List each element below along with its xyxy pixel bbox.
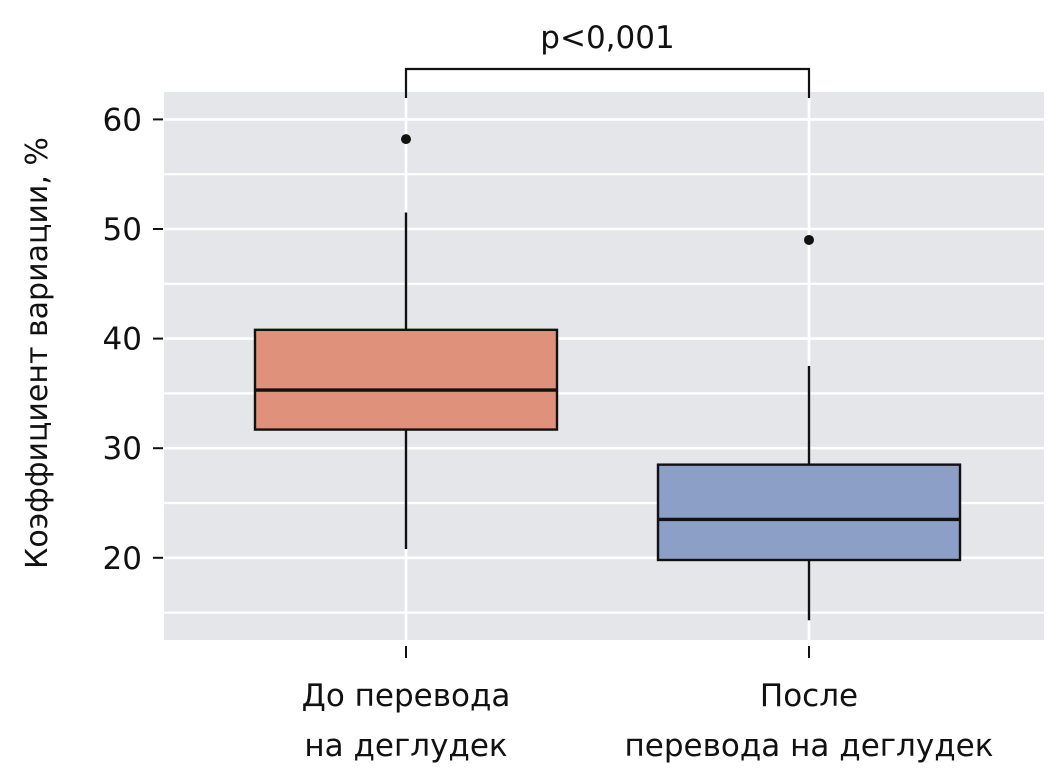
- y-axis: 20 30 40 50 60: [103, 102, 163, 576]
- outlier-point: [804, 235, 814, 245]
- significance-annotation: p<0,001: [406, 20, 809, 98]
- y-tick-label: 30: [103, 431, 142, 467]
- box: [255, 330, 557, 430]
- y-axis-title: Коэффициент вариации, %: [20, 137, 55, 569]
- x-tick-label: на деглудек: [304, 728, 507, 764]
- y-tick-label: 60: [103, 102, 142, 138]
- x-tick-label: перевода на деглудек: [625, 728, 994, 764]
- x-tick-label: До перевода: [302, 678, 511, 714]
- box: [658, 465, 960, 560]
- p-value-label: p<0,001: [540, 20, 674, 56]
- y-tick-label: 20: [103, 541, 142, 577]
- y-tick-label: 40: [103, 322, 142, 358]
- y-tick-label: 50: [103, 212, 142, 248]
- x-tick-label: После: [760, 678, 858, 714]
- outlier-point: [401, 134, 411, 144]
- x-axis: До перевода на деглудек После перевода на д…: [302, 646, 994, 764]
